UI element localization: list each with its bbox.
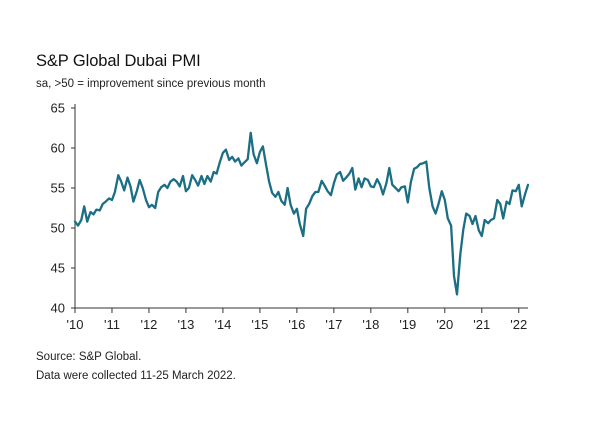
pmi-series-line (73, 131, 530, 296)
y-tick-label: 50 (51, 221, 65, 236)
chart-title: S&P Global Dubai PMI (36, 52, 201, 70)
x-tick-label: '14 (214, 317, 231, 332)
chart-ticks: 40 45 50 55 60 65 '10 '11 '12 '13 '14 '15 '16 '17 '18 '… (51, 101, 528, 333)
x-tick-label: '10 (67, 317, 84, 332)
y-tick-label: 40 (51, 301, 65, 316)
x-tick-label: '22 (510, 317, 527, 332)
collection-note: Data were collected 11-25 March 2022. (36, 370, 236, 382)
x-tick-label: '20 (436, 317, 453, 332)
y-tick-label: 55 (51, 181, 65, 196)
chart-axes (74, 104, 528, 309)
chart-subtitle: sa, >50 = improvement since previous mon… (36, 78, 266, 90)
y-tick-label: 60 (51, 141, 65, 156)
chart-series (73, 131, 530, 296)
x-tick-label: '17 (325, 317, 342, 332)
x-tick-label: '16 (288, 317, 305, 332)
y-tick-label: 45 (51, 261, 65, 276)
x-tick-label: '15 (251, 317, 268, 332)
x-tick-label: '21 (473, 317, 490, 332)
x-tick-label: '12 (140, 317, 157, 332)
x-tick-label: '18 (362, 317, 379, 332)
source-note: Source: S&P Global. (36, 351, 142, 363)
x-tick-label: '19 (399, 317, 416, 332)
x-tick-label: '13 (177, 317, 194, 332)
x-tick-label: '11 (104, 317, 120, 332)
y-tick-label: 65 (51, 101, 65, 116)
